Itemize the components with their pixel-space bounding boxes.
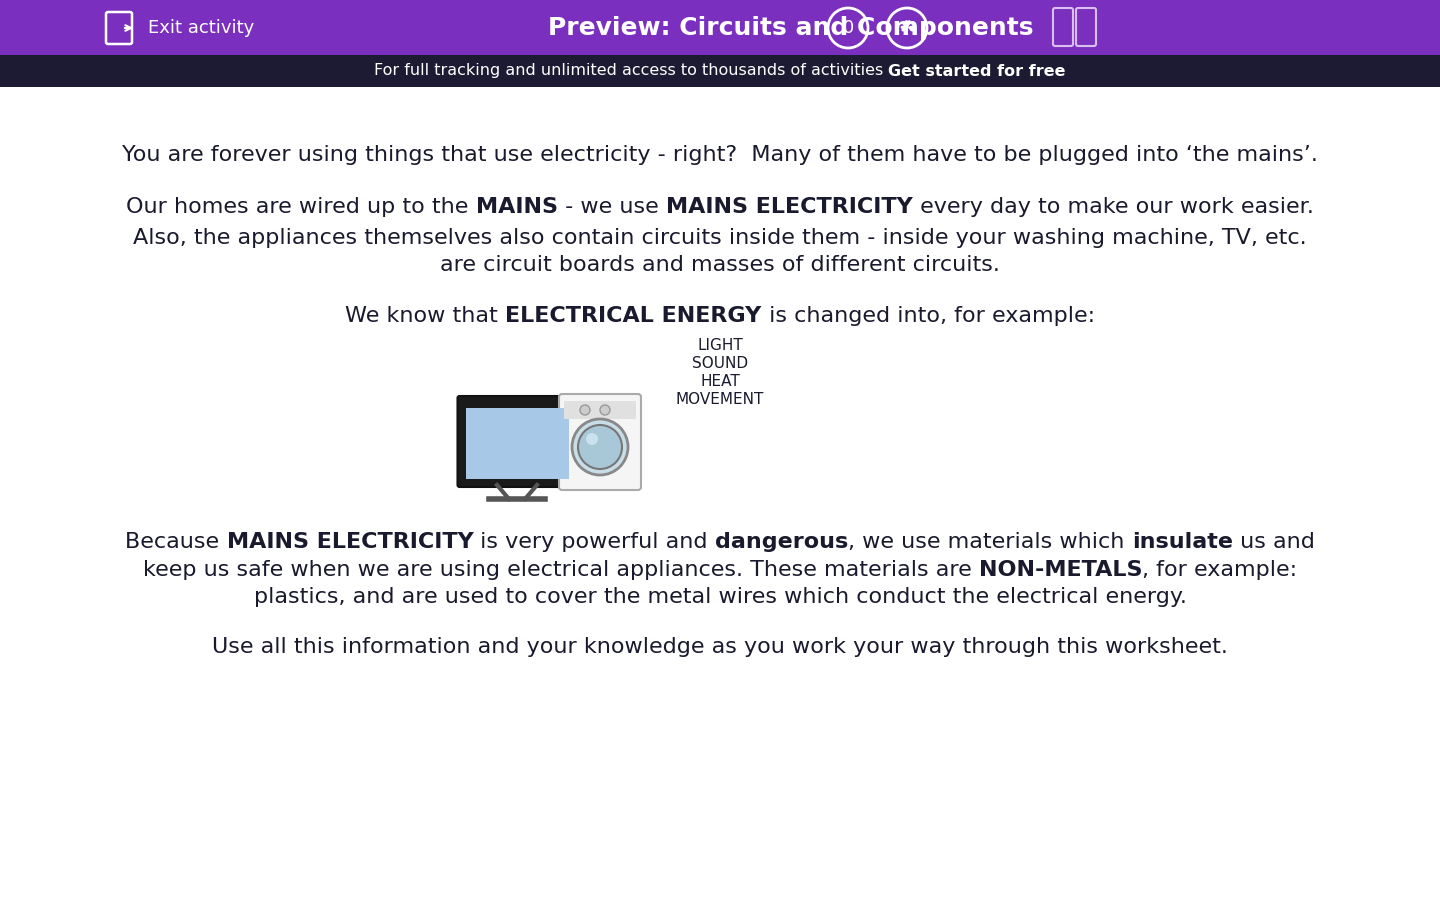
Text: is changed into, for example:: is changed into, for example:: [762, 306, 1094, 326]
Text: MOVEMENT: MOVEMENT: [675, 392, 765, 408]
Text: Also, the appliances themselves also contain circuits inside them - inside your : Also, the appliances themselves also con…: [132, 228, 1308, 248]
FancyBboxPatch shape: [465, 408, 569, 479]
Text: Our homes are wired up to the: Our homes are wired up to the: [127, 197, 477, 217]
Text: every day to make our work easier.: every day to make our work easier.: [913, 197, 1313, 217]
Text: You are forever using things that use electricity - right?  Many of them have to: You are forever using things that use el…: [122, 145, 1318, 165]
Circle shape: [580, 405, 590, 415]
Text: dangerous: dangerous: [716, 532, 848, 552]
Text: - we use: - we use: [559, 197, 665, 217]
Text: ☘: ☘: [899, 19, 916, 38]
Circle shape: [586, 433, 598, 445]
FancyBboxPatch shape: [0, 0, 1440, 55]
Text: MAINS: MAINS: [477, 197, 559, 217]
Circle shape: [600, 405, 611, 415]
Text: Get started for free: Get started for free: [888, 64, 1066, 78]
Text: , for example:: , for example:: [1142, 560, 1297, 580]
FancyBboxPatch shape: [564, 401, 636, 419]
Text: Preview: Circuits and Components: Preview: Circuits and Components: [549, 16, 1034, 40]
Text: SOUND: SOUND: [693, 356, 747, 372]
Text: ELECTRICAL ENERGY: ELECTRICAL ENERGY: [505, 306, 762, 326]
Text: MAINS ELECTRICITY: MAINS ELECTRICITY: [226, 532, 474, 552]
Text: Use all this information and your knowledge as you work your way through this wo: Use all this information and your knowle…: [212, 637, 1228, 657]
Circle shape: [572, 419, 628, 475]
Text: For full tracking and unlimited access to thousands of activities: For full tracking and unlimited access t…: [374, 64, 888, 78]
Text: Exit activity: Exit activity: [148, 19, 255, 37]
FancyBboxPatch shape: [559, 394, 641, 490]
Text: , we use materials which: , we use materials which: [848, 532, 1132, 552]
Text: HEAT: HEAT: [700, 374, 740, 390]
Text: are circuit boards and masses of different circuits.: are circuit boards and masses of differe…: [441, 255, 999, 275]
Text: insulate: insulate: [1132, 532, 1233, 552]
Text: plastics, and are used to cover the metal wires which conduct the electrical ene: plastics, and are used to cover the meta…: [253, 587, 1187, 607]
Text: LIGHT: LIGHT: [697, 338, 743, 354]
Text: keep us safe when we are using electrical appliances. These materials are: keep us safe when we are using electrica…: [143, 560, 979, 580]
Circle shape: [577, 425, 622, 469]
Text: us and: us and: [1233, 532, 1315, 552]
Text: Because: Because: [125, 532, 226, 552]
Text: 0: 0: [842, 19, 854, 37]
Text: NON-METALS: NON-METALS: [979, 560, 1142, 580]
FancyBboxPatch shape: [0, 55, 1440, 87]
Text: is very powerful and: is very powerful and: [474, 532, 716, 552]
Text: MAINS ELECTRICITY: MAINS ELECTRICITY: [665, 197, 913, 217]
FancyBboxPatch shape: [458, 396, 576, 487]
Text: We know that: We know that: [346, 306, 505, 326]
